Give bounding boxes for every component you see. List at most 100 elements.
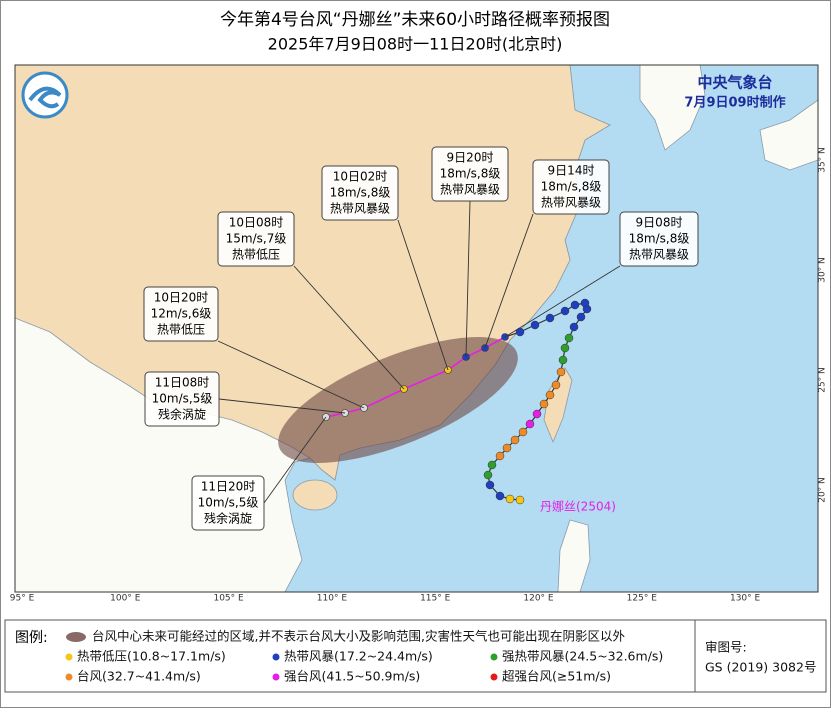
legend-label: 超强台风(≥51m/s): [502, 669, 611, 684]
label-level: 热带风暴级: [440, 183, 500, 197]
label-wind: 12m/s,6级: [151, 307, 212, 321]
lon-label: 125° E: [627, 594, 658, 604]
leader-line: [217, 340, 365, 409]
legend-area-swatch: [66, 632, 86, 642]
leader-line: [484, 213, 534, 349]
lon-label: 115° E: [420, 594, 451, 604]
map-frame: [14, 64, 819, 593]
label-time: 10日02时: [333, 170, 388, 184]
hainan: [292, 479, 338, 511]
label-box: [144, 371, 220, 427]
label-box: [431, 146, 509, 202]
observed-point: [560, 306, 570, 316]
label-wind: 18m/s,8级: [440, 167, 501, 181]
observed-point: [580, 298, 590, 308]
logo: [21, 71, 69, 119]
korea: [639, 64, 706, 151]
lon-label: 120° E: [523, 594, 554, 604]
issuer-name: 中央气象台: [697, 74, 772, 92]
legend-area-text: 台风中心未来可能经过的区域,并不表示台风大小及影响范围,灾害性天气也可能出现在阴…: [92, 629, 625, 644]
observed-point: [545, 313, 555, 323]
observed-point: [483, 470, 493, 480]
label-time: 9日20时: [447, 151, 494, 165]
legend-swatch: [490, 673, 498, 681]
observed-point: [505, 494, 515, 504]
approval-number: GS (2019) 3082号: [705, 660, 816, 675]
lon-label: 105° E: [213, 594, 244, 604]
legend-label: 台风(32.7~41.4m/s): [77, 669, 201, 684]
label-wind: 10m/s,5级: [152, 392, 213, 406]
label-level: 残余涡旋: [204, 511, 252, 526]
legend-swatch: [490, 653, 498, 661]
observed-point: [569, 322, 579, 332]
lat-label: 35° N: [818, 147, 828, 173]
leader-line: [293, 265, 405, 390]
observed-point: [570, 300, 580, 310]
label-level: 热带低压: [157, 323, 205, 337]
approval-label: 审图号:: [705, 640, 747, 655]
label-box: [532, 159, 610, 215]
probability-area: [278, 337, 518, 463]
label-wind: 15m/s,7级: [226, 232, 287, 246]
label-wind: 18m/s,8级: [330, 186, 391, 200]
axis-labels: 95° E 100° E 105° E 110° E 115° E 120° E 125° …: [10, 147, 828, 603]
forecast-labels: 9日08时18m/s,8级热带风暴级9日14时18m/s,8级热带风暴级9日20…: [143, 146, 699, 531]
label-wind: 18m/s,8级: [629, 232, 690, 246]
lon-label: 110° E: [317, 594, 348, 604]
label-wind: 18m/s,8级: [541, 180, 602, 194]
legend-label: 强台风(41.5~50.9m/s): [284, 669, 420, 684]
observed-point: [495, 491, 505, 501]
issuer-time: 7月9日09时制作: [684, 95, 785, 111]
lat-label: 30° N: [818, 257, 828, 283]
label-time: 10日20时: [154, 291, 209, 305]
observed-point: [560, 343, 570, 353]
observed-point: [564, 333, 574, 343]
legend-swatch: [272, 673, 280, 681]
observed-point: [532, 409, 542, 419]
leader-line: [397, 219, 449, 371]
legend-swatch: [65, 673, 73, 681]
subtitle: 2025年7月9日08时一11日20时(北京时): [268, 35, 563, 54]
label-level: 热带风暴级: [629, 248, 689, 262]
observed-point: [530, 320, 540, 330]
lat-label: 20° N: [818, 477, 828, 503]
legend-swatch: [65, 653, 73, 661]
label-level: 热带风暴级: [541, 196, 601, 210]
leader-line: [263, 416, 327, 504]
leader-line: [504, 265, 621, 338]
legend-label: 热带低压(10.8~17.1m/s): [77, 649, 226, 664]
lat-label: 25° N: [818, 367, 828, 393]
label-box: [191, 475, 265, 531]
map: 中央气象台 7月9日09时制作: [14, 64, 819, 593]
lon-label: 130° E: [730, 594, 761, 604]
label-time: 9日14时: [548, 164, 595, 178]
leader-line: [465, 200, 471, 358]
label-time: 11日08时: [155, 376, 210, 390]
legend-title: 图例:: [15, 630, 48, 646]
observed-point: [487, 460, 497, 470]
label-level: 热带低压: [232, 248, 280, 262]
label-box: [217, 211, 295, 267]
lon-label: 100° E: [110, 594, 141, 604]
leader-line: [218, 398, 346, 414]
observed-point: [539, 399, 549, 409]
label-time: 10日08时: [229, 216, 284, 230]
observed-point: [551, 380, 561, 390]
label-time: 9日08时: [636, 216, 683, 230]
label-time: 11日20时: [201, 480, 256, 494]
label-box: [321, 165, 399, 221]
observed-point: [515, 495, 525, 505]
label-level: 热带风暴级: [330, 202, 390, 216]
typhoon-name: 丹娜丝(2504): [540, 500, 616, 514]
label-level: 残余涡旋: [158, 407, 206, 422]
title: 今年第4号台风“丹娜丝”未来60小时路径概率预报图: [220, 10, 610, 30]
label-box: [143, 286, 219, 342]
observed-point: [495, 451, 505, 461]
observed-point: [545, 390, 555, 400]
observed-point: [510, 435, 520, 445]
label-box: [619, 211, 699, 267]
observed-point: [518, 427, 528, 437]
legend-box: [4, 619, 827, 693]
legend-swatch: [272, 653, 280, 661]
